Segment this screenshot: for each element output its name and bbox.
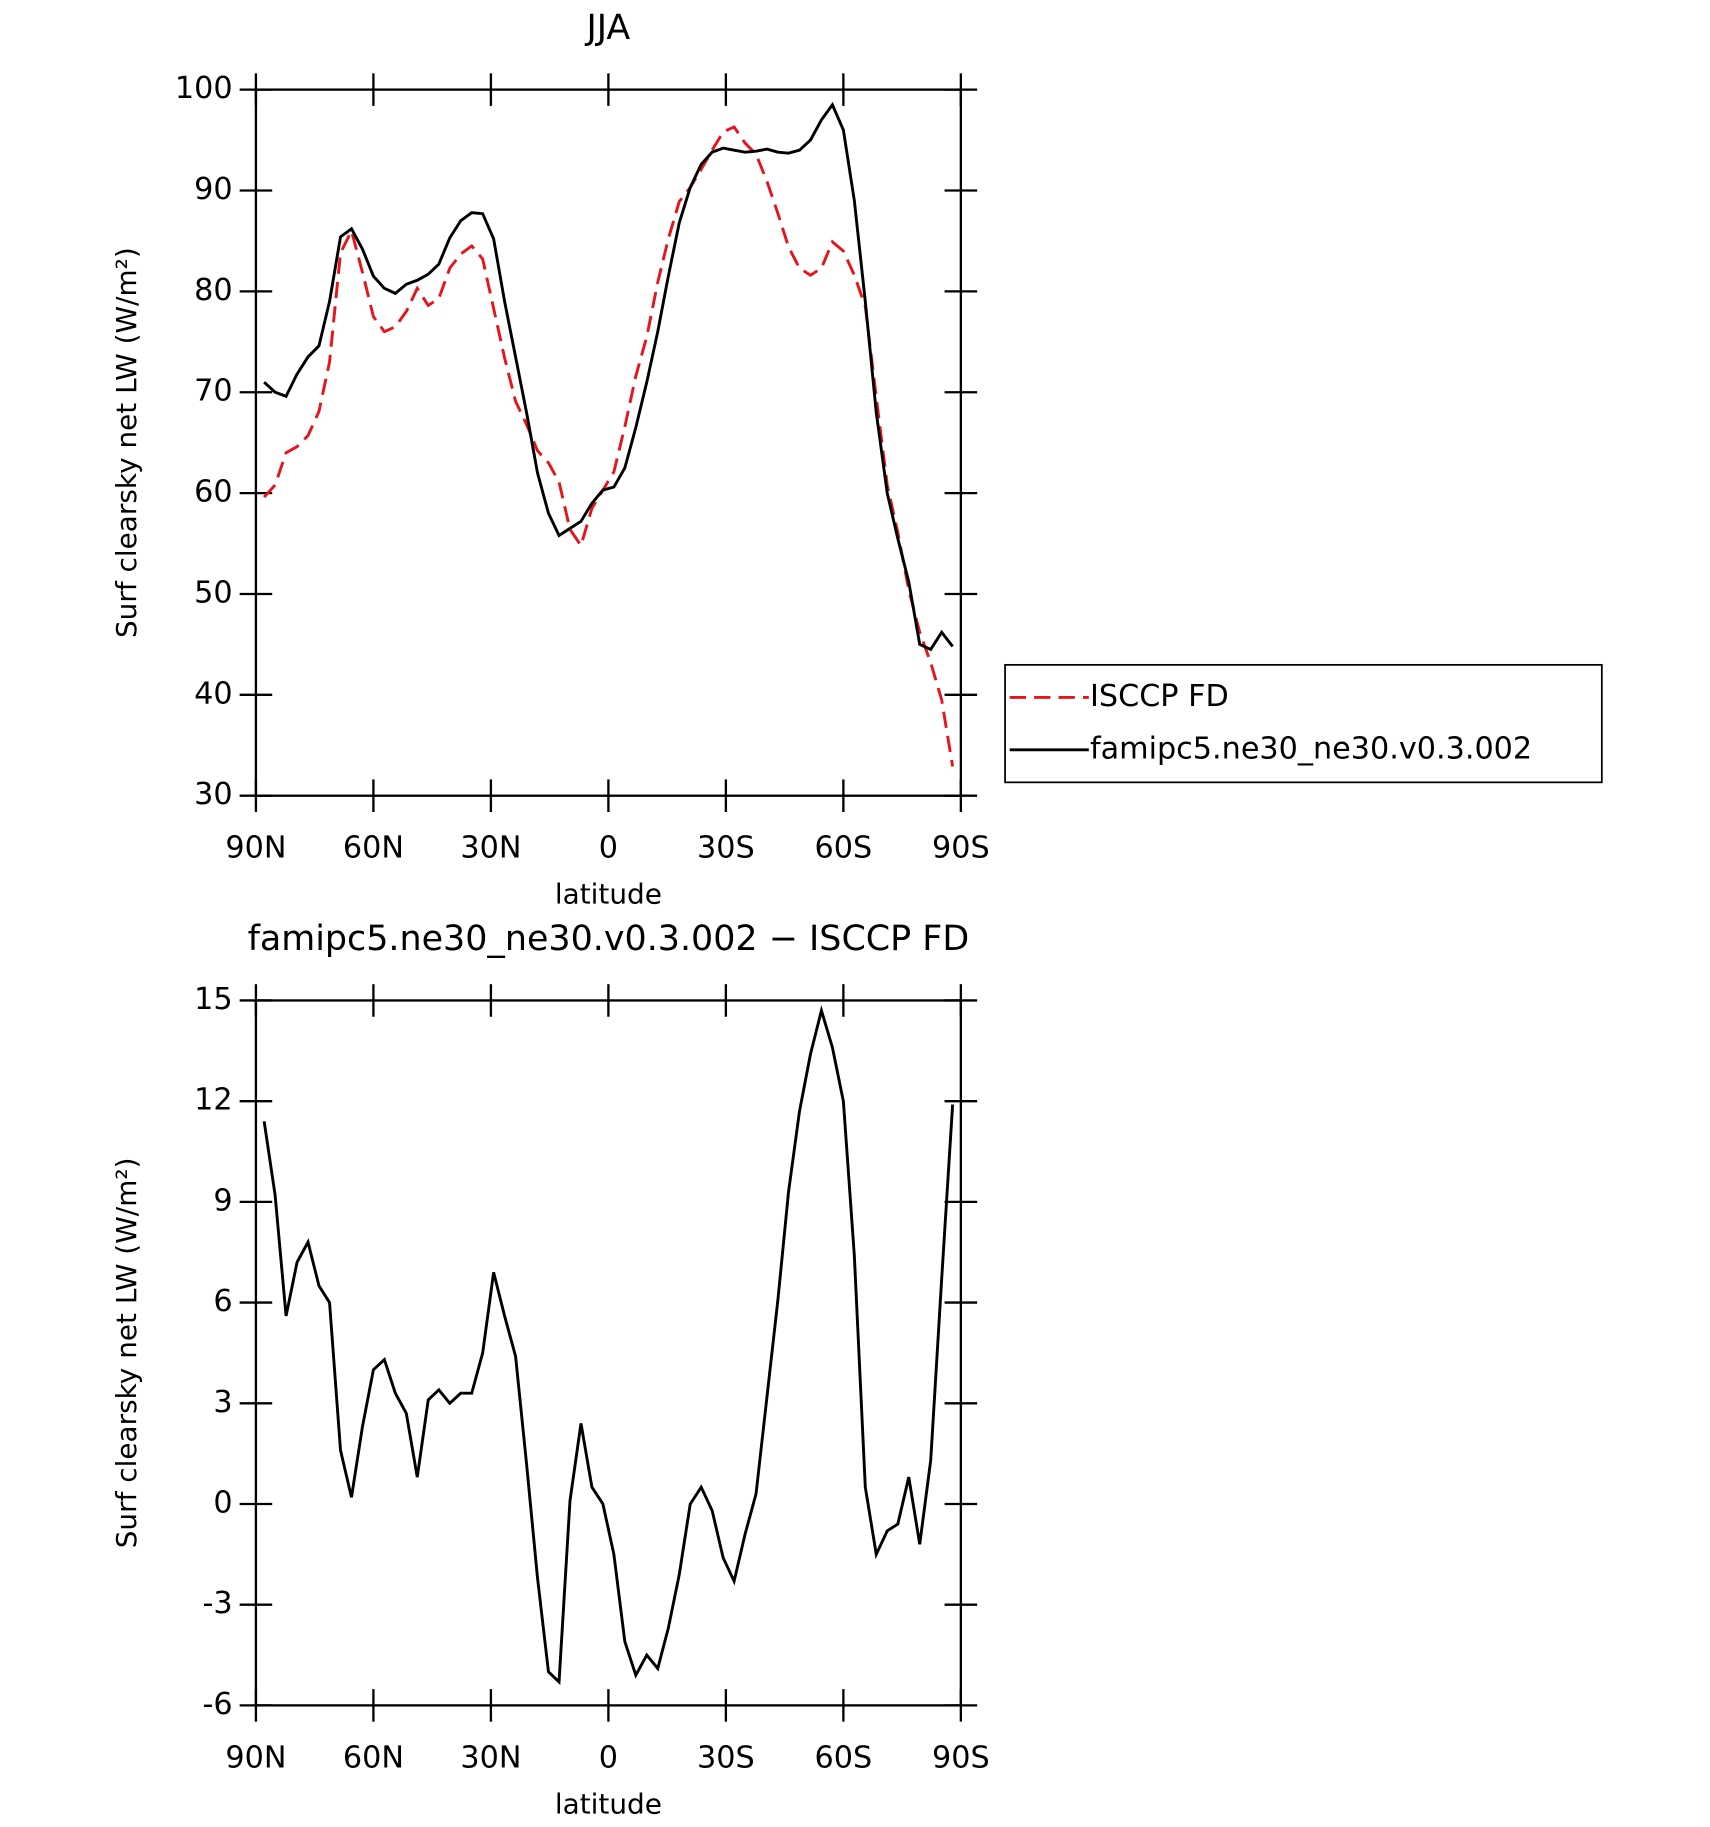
y-axis-label: Surf clearsky net LW (W/m²) [110,1158,143,1549]
y-tick-label: 30 [194,777,232,812]
x-tick-label: 90N [225,831,286,866]
x-tick-label: 60N [343,831,404,866]
x-tick-label: 90S [932,831,990,866]
x-tick-label: 30N [460,1740,521,1775]
y-tick-label: 100 [175,71,233,106]
x-tick-label: 60S [815,1740,873,1775]
y-tick-label: 80 [194,273,232,308]
legend-label: famipc5.ne30_ne30.v0.3.002 [1090,731,1532,766]
x-axis-label: latitude [555,878,662,911]
y-tick-label: 6 [213,1284,232,1319]
y-tick-label: 50 [194,575,232,610]
x-tick-label: 0 [599,831,618,866]
x-tick-label: 90S [932,1740,990,1775]
plot-frame [254,88,963,797]
x-tick-label: 30S [697,831,755,866]
x-axis-label: latitude [555,1787,662,1820]
plot-frame [254,999,963,1707]
legend-box [1004,663,1603,784]
x-tick-label: 60S [815,831,873,866]
y-tick-label: 0 [213,1485,232,1520]
x-tick-label: 30N [460,831,521,866]
x-tick-label: 60N [343,1740,404,1775]
x-tick-label: 0 [599,1740,618,1775]
data-line [263,125,955,767]
chart-title: JJA [584,8,630,48]
y-tick-label: -6 [202,1687,232,1722]
y-tick-label: -3 [202,1586,232,1621]
y-tick-label: 12 [194,1083,232,1118]
y-axis-label: Surf clearsky net LW (W/m²) [110,247,143,638]
legend-label: ISCCP FD [1090,679,1229,714]
y-tick-label: 60 [194,475,232,510]
chart-title: famipc5.ne30_ne30.v0.3.002 − ISCCP FD [248,919,970,959]
y-tick-label: 3 [213,1385,232,1420]
data-line [263,101,954,652]
y-tick-label: 15 [194,982,232,1017]
y-tick-label: 9 [213,1183,232,1218]
y-tick-label: 70 [194,374,232,409]
data-line [262,1005,955,1686]
y-tick-label: 90 [194,172,232,207]
x-tick-label: 90N [225,1740,286,1775]
y-tick-label: 40 [194,676,232,711]
x-tick-label: 30S [697,1740,755,1775]
